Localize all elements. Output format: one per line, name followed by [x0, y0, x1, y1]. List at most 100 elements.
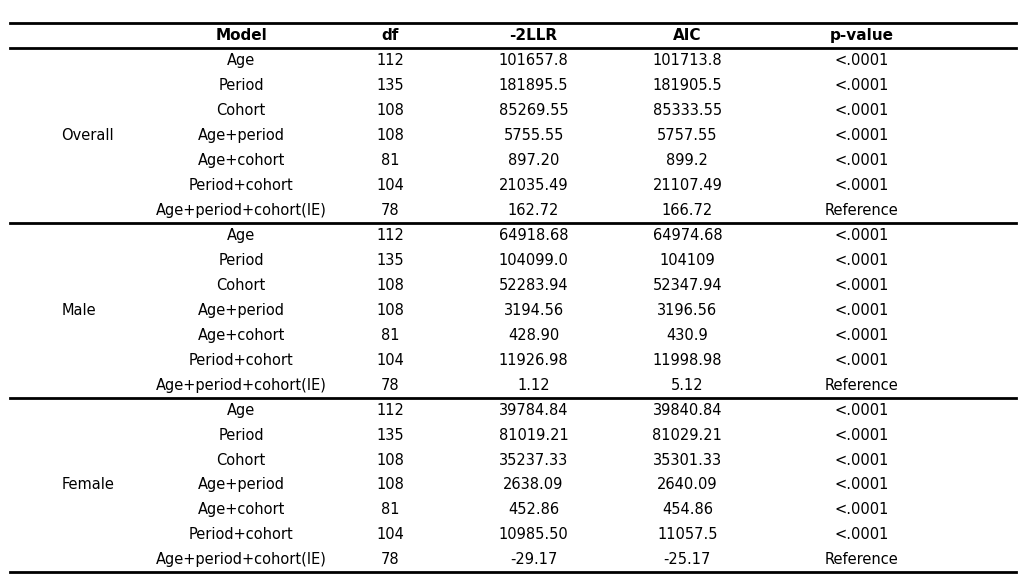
- Text: 35237.33: 35237.33: [499, 453, 568, 468]
- Text: -25.17: -25.17: [664, 552, 711, 567]
- Text: Age: Age: [227, 228, 255, 243]
- Text: 897.20: 897.20: [508, 153, 559, 168]
- Text: Age+period: Age+period: [198, 128, 284, 143]
- Text: 11998.98: 11998.98: [653, 353, 722, 368]
- Text: 108: 108: [376, 478, 404, 492]
- Text: 104109: 104109: [660, 253, 715, 268]
- Text: 135: 135: [377, 253, 403, 268]
- Text: Overall: Overall: [62, 128, 114, 143]
- Text: -29.17: -29.17: [510, 552, 557, 567]
- Text: Period: Period: [219, 78, 264, 93]
- Text: <.0001: <.0001: [835, 278, 889, 293]
- Text: 454.86: 454.86: [662, 502, 713, 517]
- Text: Age+period+cohort(IE): Age+period+cohort(IE): [156, 203, 326, 218]
- Text: 108: 108: [376, 128, 404, 143]
- Text: 899.2: 899.2: [667, 153, 708, 168]
- Text: Cohort: Cohort: [216, 278, 266, 293]
- Text: <.0001: <.0001: [835, 303, 889, 318]
- Text: Age+period+cohort(IE): Age+period+cohort(IE): [156, 378, 326, 392]
- Text: 39784.84: 39784.84: [499, 402, 568, 418]
- Text: Cohort: Cohort: [216, 453, 266, 468]
- Text: 81: 81: [381, 328, 399, 343]
- Text: Reference: Reference: [825, 378, 899, 392]
- Text: 81: 81: [381, 502, 399, 517]
- Text: 39840.84: 39840.84: [653, 402, 722, 418]
- Text: 112: 112: [376, 53, 404, 68]
- Text: df: df: [382, 29, 398, 43]
- Text: <.0001: <.0001: [835, 402, 889, 418]
- Text: 162.72: 162.72: [508, 203, 559, 218]
- Text: 21035.49: 21035.49: [499, 178, 568, 193]
- Text: 52283.94: 52283.94: [499, 278, 568, 293]
- Text: 5755.55: 5755.55: [504, 128, 563, 143]
- Text: 85333.55: 85333.55: [653, 103, 722, 118]
- Text: <.0001: <.0001: [835, 427, 889, 443]
- Text: <.0001: <.0001: [835, 527, 889, 543]
- Text: Age+cohort: Age+cohort: [197, 502, 285, 517]
- Text: -2LLR: -2LLR: [510, 29, 557, 43]
- Text: 21107.49: 21107.49: [653, 178, 722, 193]
- Text: 108: 108: [376, 303, 404, 318]
- Text: 5757.55: 5757.55: [658, 128, 717, 143]
- Text: Cohort: Cohort: [216, 103, 266, 118]
- Text: 3194.56: 3194.56: [504, 303, 563, 318]
- Text: <.0001: <.0001: [835, 78, 889, 93]
- Text: 104099.0: 104099.0: [499, 253, 568, 268]
- Text: 85269.55: 85269.55: [499, 103, 568, 118]
- Text: Age+period+cohort(IE): Age+period+cohort(IE): [156, 552, 326, 567]
- Text: 78: 78: [381, 203, 399, 218]
- Text: 3196.56: 3196.56: [658, 303, 717, 318]
- Text: 101657.8: 101657.8: [499, 53, 568, 68]
- Text: Model: Model: [215, 29, 267, 43]
- Text: 104: 104: [376, 527, 404, 543]
- Text: 78: 78: [381, 552, 399, 567]
- Text: <.0001: <.0001: [835, 502, 889, 517]
- Text: 108: 108: [376, 278, 404, 293]
- Text: Period+cohort: Period+cohort: [189, 527, 293, 543]
- Text: Reference: Reference: [825, 552, 899, 567]
- Text: 112: 112: [376, 228, 404, 243]
- Text: <.0001: <.0001: [835, 253, 889, 268]
- Text: 181895.5: 181895.5: [499, 78, 568, 93]
- Text: 101713.8: 101713.8: [653, 53, 722, 68]
- Text: Age+period: Age+period: [198, 478, 284, 492]
- Text: Age+period: Age+period: [198, 303, 284, 318]
- Text: 5.12: 5.12: [671, 378, 704, 392]
- Text: <.0001: <.0001: [835, 128, 889, 143]
- Text: 452.86: 452.86: [508, 502, 559, 517]
- Text: 81: 81: [381, 153, 399, 168]
- Text: 81029.21: 81029.21: [653, 427, 722, 443]
- Text: 52347.94: 52347.94: [653, 278, 722, 293]
- Text: 2638.09: 2638.09: [504, 478, 563, 492]
- Text: 181905.5: 181905.5: [653, 78, 722, 93]
- Text: <.0001: <.0001: [835, 228, 889, 243]
- Text: 108: 108: [376, 453, 404, 468]
- Text: <.0001: <.0001: [835, 478, 889, 492]
- Text: Reference: Reference: [825, 203, 899, 218]
- Text: 64918.68: 64918.68: [499, 228, 568, 243]
- Text: 112: 112: [376, 402, 404, 418]
- Text: 428.90: 428.90: [508, 328, 559, 343]
- Text: 11057.5: 11057.5: [658, 527, 717, 543]
- Text: 11926.98: 11926.98: [499, 353, 568, 368]
- Text: 166.72: 166.72: [662, 203, 713, 218]
- Text: <.0001: <.0001: [835, 153, 889, 168]
- Text: Age: Age: [227, 53, 255, 68]
- Text: AIC: AIC: [673, 29, 702, 43]
- Text: Female: Female: [62, 478, 115, 492]
- Text: <.0001: <.0001: [835, 53, 889, 68]
- Text: 10985.50: 10985.50: [499, 527, 568, 543]
- Text: <.0001: <.0001: [835, 178, 889, 193]
- Text: 104: 104: [376, 353, 404, 368]
- Text: 1.12: 1.12: [517, 378, 550, 392]
- Text: 430.9: 430.9: [667, 328, 708, 343]
- Text: 135: 135: [377, 427, 403, 443]
- Text: 35301.33: 35301.33: [653, 453, 722, 468]
- Text: Period: Period: [219, 427, 264, 443]
- Text: 81019.21: 81019.21: [499, 427, 568, 443]
- Text: p-value: p-value: [830, 29, 894, 43]
- Text: 78: 78: [381, 378, 399, 392]
- Text: Age+cohort: Age+cohort: [197, 328, 285, 343]
- Text: 64974.68: 64974.68: [653, 228, 722, 243]
- Text: <.0001: <.0001: [835, 328, 889, 343]
